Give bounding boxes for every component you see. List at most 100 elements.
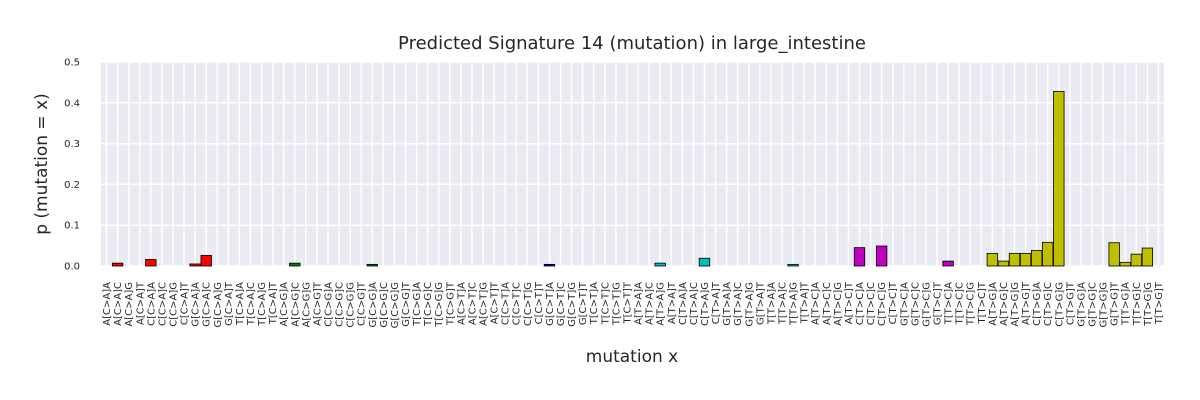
x-tick-label: C[T>A]C — [689, 282, 700, 325]
x-tick-label: T[C>T]G — [611, 282, 622, 326]
x-tick-label: G[C>T]A — [545, 282, 556, 326]
x-tick-label: C[T>C]A — [855, 282, 866, 325]
x-tick-label: C[C>G]T — [357, 281, 368, 326]
y-tick-label: 0.1 — [64, 221, 80, 232]
x-tick-label: G[C>G]A — [368, 282, 379, 328]
x-tick-label: A[T>G]A — [988, 282, 999, 326]
y-tick-labels: 0.0 0.1 0.2 0.3 0.4 0.5 — [64, 58, 80, 273]
x-tick-label: G[T>A]T — [755, 281, 766, 325]
bar-54 — [698, 257, 711, 267]
x-tick-label: T[T>A]C — [777, 282, 788, 325]
y-tick-label: 0.2 — [64, 180, 80, 191]
bar-40 — [543, 263, 556, 267]
x-tick-labels: A[C>A]A A[C>A]C A[C>A]G A[C>A]T C[C>A]A C[C>A… — [102, 281, 1165, 328]
bar-84 — [1031, 250, 1043, 267]
x-tick-label: A[C>G]C — [290, 282, 301, 327]
bar-83 — [1019, 252, 1032, 267]
bar-17 — [289, 262, 301, 267]
x-tick-label: C[T>C]T — [888, 281, 899, 324]
x-tick-label: C[C>G]G — [346, 282, 357, 328]
x-tick-label: C[T>G]T — [1065, 281, 1076, 325]
x-tick-label: G[T>C]T — [933, 281, 944, 325]
x-tick-label: G[C>G]G — [390, 282, 401, 328]
x-tick-label: A[C>A]C — [113, 282, 124, 326]
bar-82 — [1008, 252, 1021, 267]
y-tick-label: 0.5 — [64, 58, 80, 69]
x-tick-label: T[C>T]A — [589, 282, 600, 325]
x-tick-label: C[T>A]G — [700, 282, 711, 326]
x-tick-label: G[T>A]G — [744, 282, 755, 327]
x-tick-label: C[T>G]C — [1043, 282, 1054, 326]
x-tick-label: G[C>A]T — [224, 281, 235, 326]
x-tick-label: T[T>A]G — [789, 282, 800, 326]
bar-8 — [189, 263, 201, 267]
x-axis-label: mutation x — [586, 347, 678, 367]
x-tick-label: G[C>G]C — [379, 282, 390, 328]
x-tick-label: G[C>T]G — [567, 282, 578, 327]
x-tick-label: C[T>A]A — [678, 282, 689, 325]
x-tick-label: C[C>G]A — [323, 282, 334, 327]
bars — [111, 90, 1154, 267]
x-tick-label: T[T>G]A — [1121, 282, 1132, 326]
x-tick-label: A[T>G]C — [999, 282, 1010, 326]
x-tick-label: T[C>A]A — [235, 282, 246, 326]
bar-80 — [986, 252, 999, 267]
x-tick-label: A[C>G]A — [279, 282, 290, 327]
bar-9 — [200, 254, 212, 267]
bar-76 — [942, 260, 954, 267]
x-tick-label: A[C>A]G — [124, 282, 135, 327]
bar-94 — [1141, 247, 1154, 267]
x-tick-label: G[T>G]C — [1088, 282, 1099, 327]
bar-70 — [875, 245, 888, 267]
x-tick-label: A[C>G]T — [312, 281, 323, 326]
y-tick-label: 0.3 — [64, 139, 80, 150]
bar-91 — [1108, 242, 1120, 267]
x-tick-label: A[T>G]G — [1010, 282, 1021, 327]
x-tick-label: A[C>T]G — [479, 282, 490, 326]
x-tick-label: A[C>G]G — [301, 282, 312, 328]
x-tick-label: A[C>A]A — [102, 282, 113, 326]
x-tick-label: A[T>G]T — [1021, 281, 1032, 325]
bar-62 — [787, 263, 799, 267]
bar-92 — [1119, 261, 1131, 267]
x-tick-label: A[C>T]C — [467, 282, 478, 325]
x-tick-label: A[T>A]A — [634, 282, 645, 325]
x-tick-label: C[C>T]G — [523, 282, 534, 326]
y-tick-label: 0.4 — [64, 98, 80, 109]
x-tick-label: A[C>T]T — [490, 281, 501, 324]
x-tick-label: T[T>G]C — [1132, 282, 1143, 326]
x-tick-label: G[T>G]A — [1076, 282, 1087, 327]
x-tick-label: T[C>T]T — [622, 281, 633, 324]
y-axis-label: p (mutation = x) — [32, 93, 52, 235]
x-tick-label: C[T>G]G — [1054, 282, 1065, 327]
x-tick-label: T[C>A]T — [268, 281, 279, 325]
x-tick-label: C[T>A]T — [711, 281, 722, 324]
x-tick-label: T[C>G]C — [423, 282, 434, 327]
x-tick-label: G[T>A]C — [733, 282, 744, 326]
bar-81 — [997, 260, 1010, 267]
x-tick-label: T[T>A]T — [800, 281, 811, 324]
x-tick-label: T[T>G]T — [1154, 281, 1165, 325]
x-tick-label: G[C>G]T — [401, 281, 412, 327]
x-tick-label: T[C>G]G — [434, 282, 445, 328]
x-tick-label: A[T>C]A — [811, 282, 822, 325]
x-tick-label: T[C>G]T — [445, 281, 456, 326]
bar-68 — [853, 247, 866, 267]
x-tick-label: A[T>C]T — [844, 281, 855, 324]
x-tick-label: C[C>A]G — [168, 282, 179, 327]
x-tick-label: T[T>C]G — [966, 282, 977, 326]
x-tick-label: C[C>A]T — [180, 281, 191, 325]
x-tick-label: G[C>T]C — [556, 282, 567, 326]
x-tick-label: T[C>G]A — [412, 282, 423, 327]
bar-86 — [1053, 90, 1065, 267]
plot-background — [101, 62, 1164, 266]
bar-85 — [1042, 241, 1054, 267]
x-tick-label: G[C>A]A — [191, 282, 202, 327]
x-tick-label: G[T>C]A — [899, 282, 910, 326]
x-tick-label: G[C>T]T — [578, 281, 589, 325]
x-tick-label: G[T>C]G — [921, 282, 932, 327]
x-tick-label: C[C>T]C — [512, 282, 523, 325]
x-tick-label: G[T>G]T — [1110, 281, 1121, 326]
x-tick-label: A[T>A]C — [645, 282, 656, 325]
x-tick-label: T[C>A]G — [257, 282, 268, 327]
